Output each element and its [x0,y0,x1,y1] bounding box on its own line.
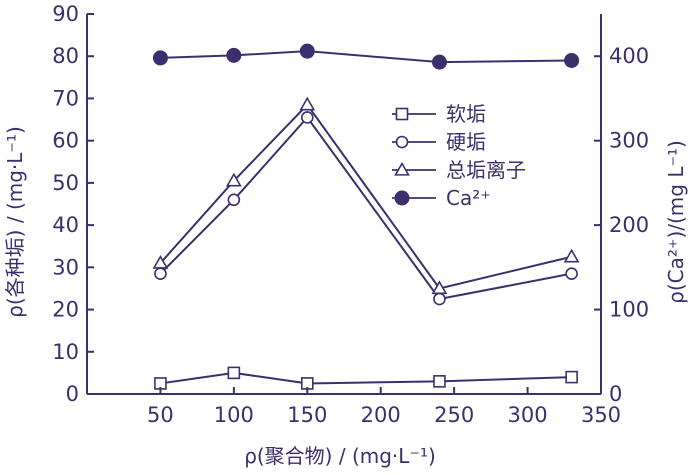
data-point-0 [433,375,446,388]
data-point-2 [431,280,448,295]
legend-marker [395,107,409,121]
legend-marker [395,135,409,149]
x-axis-title: ρ(聚合物) / (mg·L⁻¹) [244,444,436,468]
data-point-2 [225,172,242,187]
y2-axis-title: ρ(Ca²⁺)/(mg L⁻¹) [664,140,688,304]
legend-entry: 硬垢 [392,130,486,154]
y-tick-label: 90 [52,2,79,26]
y2-tick-label: 200 [609,213,649,237]
legend-entry: 软垢 [392,102,486,126]
y-tick-label: 20 [52,298,79,322]
data-point-1 [565,267,578,280]
y2-tick-label: 300 [609,129,649,153]
legend-label: 总垢离子 [446,158,526,182]
data-point-3 [564,52,580,68]
x-tick-label: 250 [434,403,474,427]
y-tick-label: 10 [52,340,79,364]
series-line-0 [160,371,572,385]
y-axis-title: ρ(各种垢) / (mg·L⁻¹) [3,126,27,318]
y-tick-label: 80 [52,44,79,68]
x-tick-label: 100 [214,403,254,427]
y2-tick-label: 0 [609,382,622,406]
y-tick-label: 60 [52,129,79,153]
plot-frame [86,14,602,395]
data-point-1 [154,267,167,280]
x-tick-label: 200 [361,403,401,427]
x-tick-label: 50 [147,403,174,427]
y-tick-label: 70 [52,86,79,110]
data-point-3 [226,47,242,63]
y-tick-label: 50 [52,171,79,195]
data-point-1 [300,111,314,124]
y2-tick-label: 100 [609,298,649,322]
axis-ticks: 0 10 20 30 40 50 60 70 80 90 0 100 200 300 400 50 100 150… [52,2,649,427]
data-point-1 [433,292,446,306]
data-point-1 [227,193,241,207]
legend-entry: Ca²⁺ [392,186,491,210]
y-tick-label: 30 [52,255,79,279]
legend-marker [394,161,410,176]
legend-marker [394,190,410,206]
y2-tick-label: 400 [609,44,649,68]
x-tick-label: 150 [287,403,327,427]
data-point-3 [431,54,447,70]
legend-label: 软垢 [446,102,486,126]
x-tick-label: 350 [581,403,621,427]
y-tick-label: 0 [66,382,79,406]
data-point-2 [563,248,580,263]
legend-label: 硬垢 [446,130,486,154]
data-point-3 [152,50,168,66]
series-lines [159,50,572,385]
series-markers [152,43,580,390]
y-tick-label: 40 [52,213,79,237]
legend-entry: 总垢离子 [392,158,526,182]
data-point-0 [227,366,241,380]
data-point-0 [565,370,578,384]
x-tick-label: 300 [508,403,548,427]
data-point-3 [299,43,315,59]
series-line-3 [160,50,572,64]
data-point-2 [299,96,316,111]
data-point-2 [152,254,169,269]
legend-label: Ca²⁺ [446,186,491,210]
